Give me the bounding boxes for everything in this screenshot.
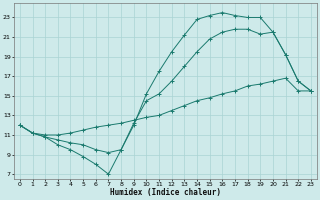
X-axis label: Humidex (Indice chaleur): Humidex (Indice chaleur) (110, 188, 221, 197)
